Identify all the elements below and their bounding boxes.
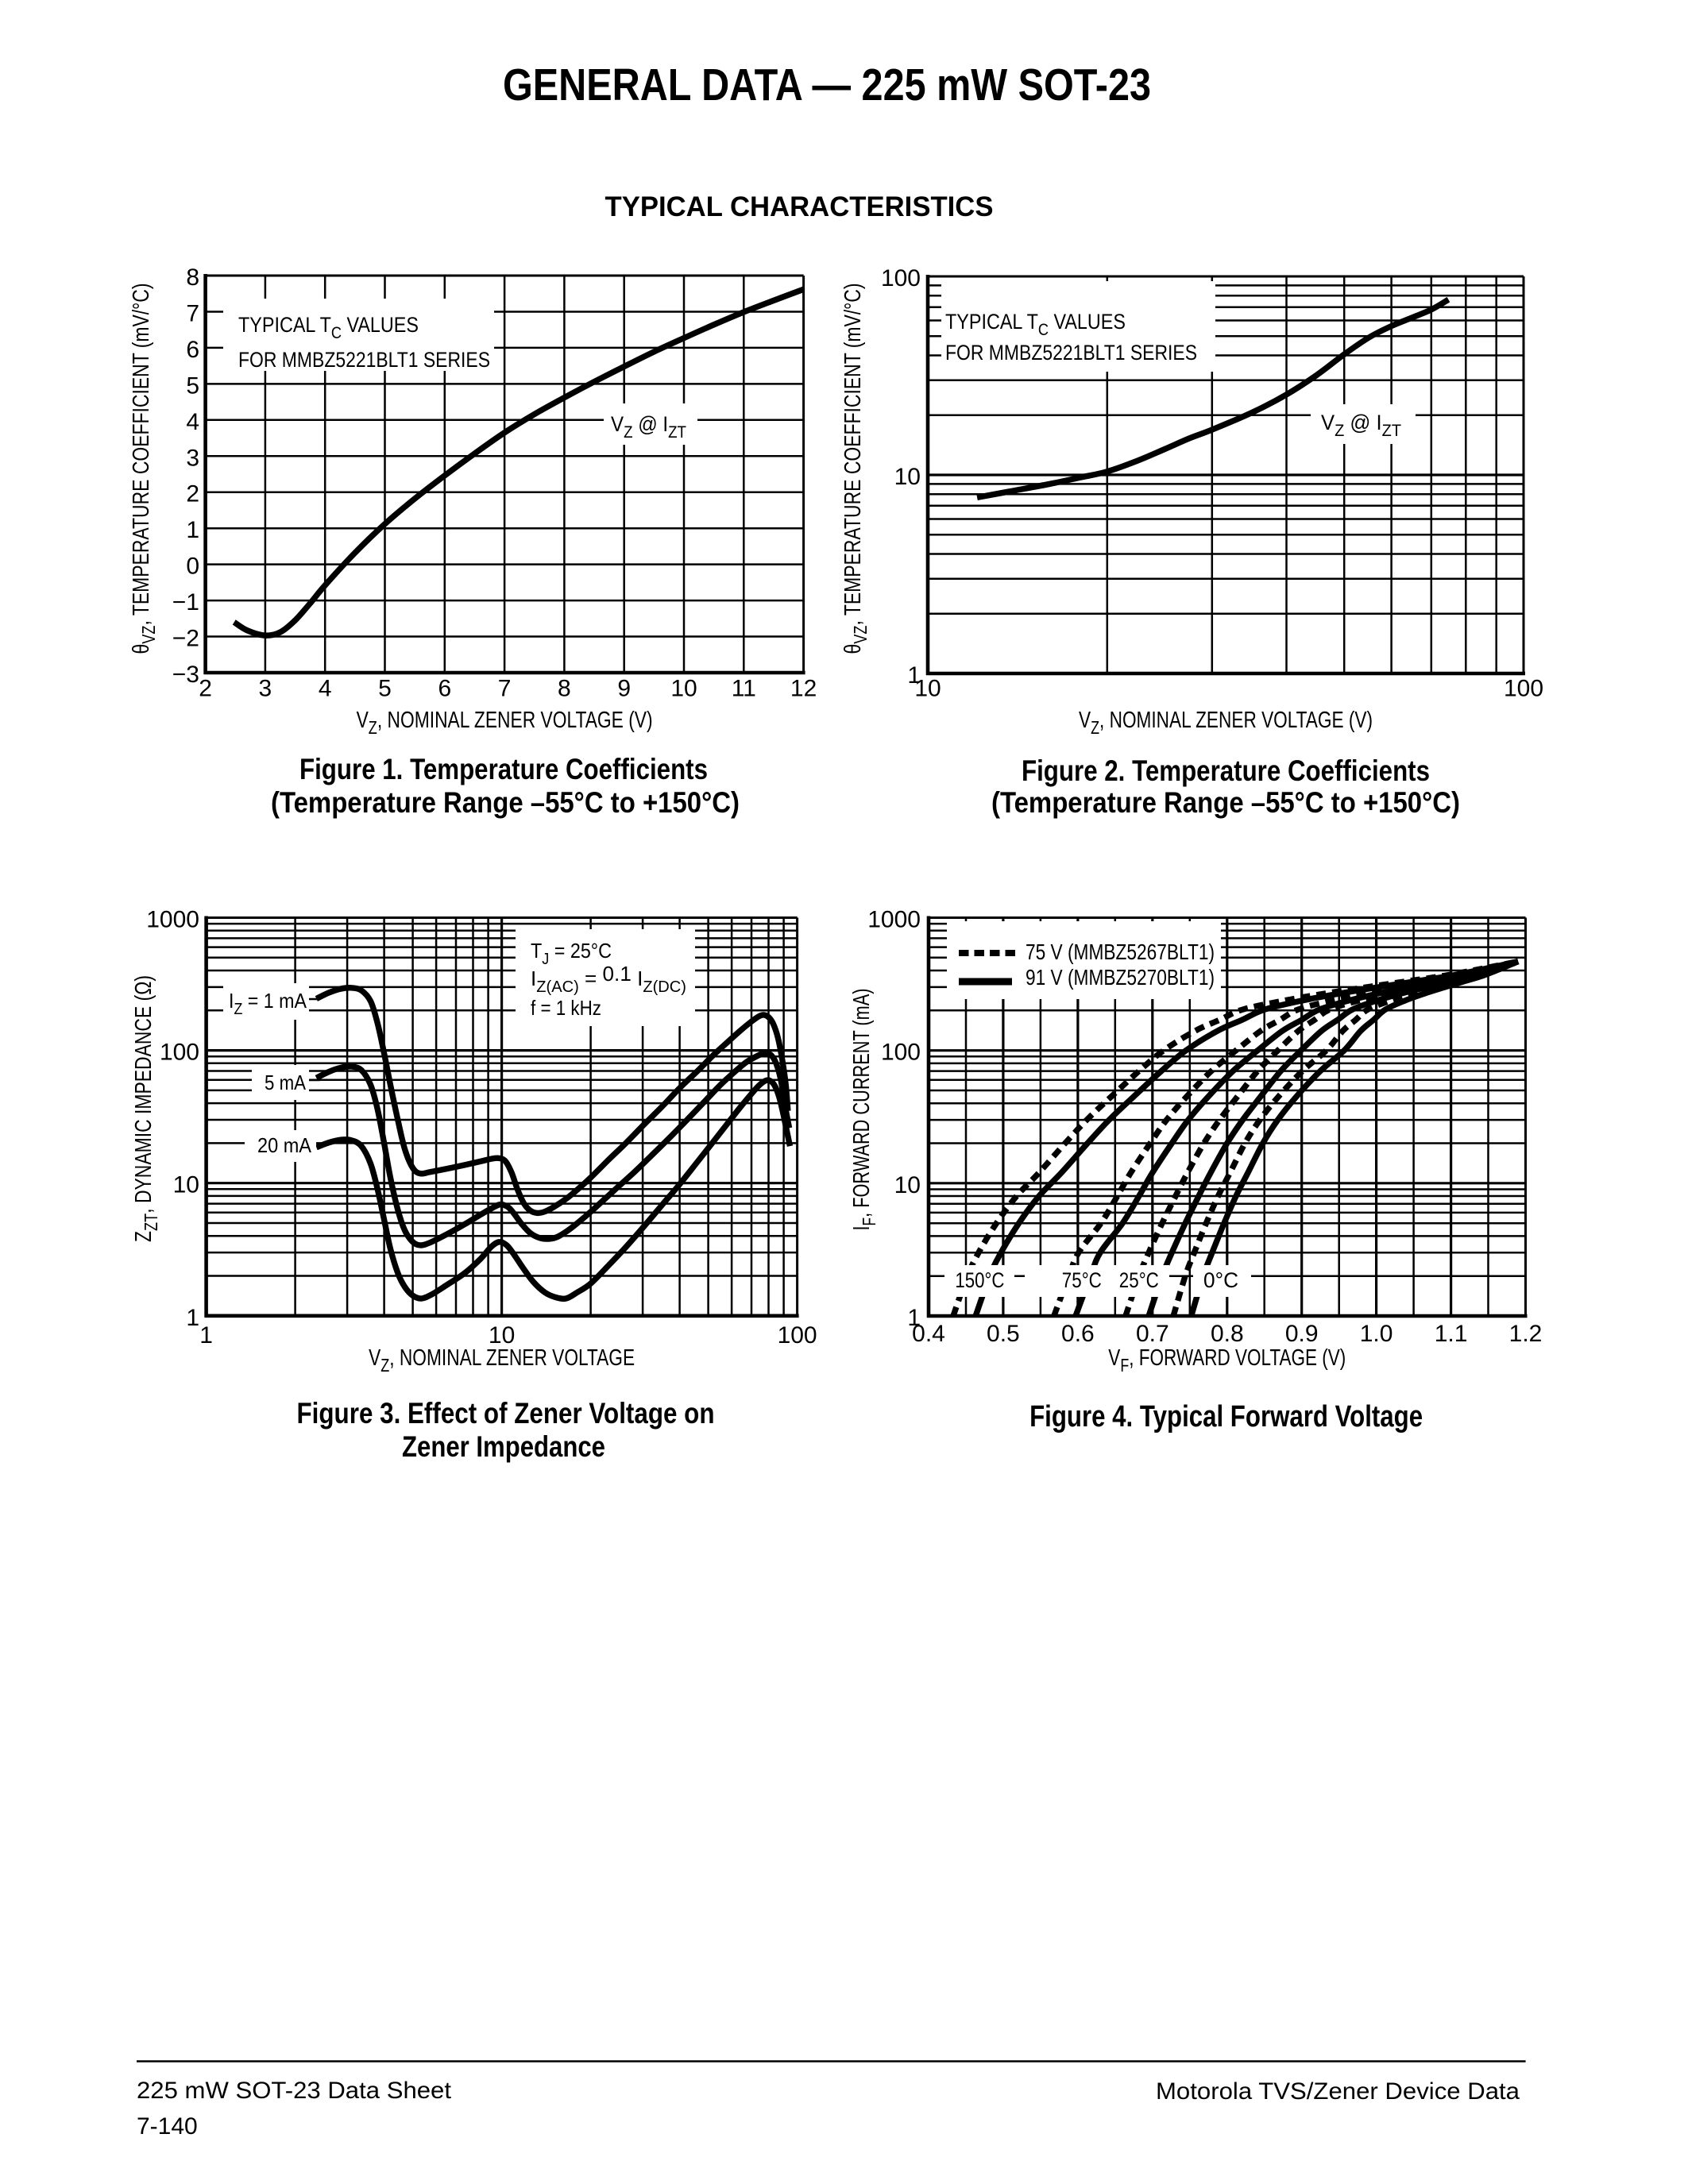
svg-text:Figure 2. Temperature Coeffici: Figure 2. Temperature Coefficients <box>1022 754 1430 787</box>
svg-text:100: 100 <box>881 1040 921 1066</box>
svg-text:75 V (MMBZ5267BLT1): 75 V (MMBZ5267BLT1) <box>1026 940 1215 964</box>
svg-text:VZ​, NOMINAL ZENER VOLTAGE (V): VZ​, NOMINAL ZENER VOLTAGE (V) <box>357 708 653 738</box>
svg-text:100: 100 <box>881 265 921 291</box>
svg-text:9: 9 <box>617 676 631 702</box>
svg-text:4: 4 <box>319 676 332 702</box>
svg-text:−2: −2 <box>172 626 199 652</box>
svg-text:θVZ​, TEMPERATURE COEFFICIENT: θVZ​, TEMPERATURE COEFFICIENT (mV/°C) <box>840 284 871 654</box>
svg-text:100: 100 <box>1504 676 1543 702</box>
svg-text:100: 100 <box>778 1322 817 1349</box>
svg-text:IF​, FORWARD CURRENT (mA): IF​, FORWARD CURRENT (mA) <box>849 989 879 1231</box>
svg-text:−3: −3 <box>172 662 199 688</box>
svg-text:0: 0 <box>186 554 199 580</box>
svg-text:1000: 1000 <box>146 907 199 933</box>
svg-text:10: 10 <box>894 464 921 490</box>
svg-text:f = 1 kHz: f = 1 kHz <box>531 996 601 1020</box>
svg-text:5 mA: 5 mA <box>265 1071 307 1094</box>
svg-text:7-140: 7-140 <box>137 2113 198 2140</box>
svg-text:VZ​, NOMINAL ZENER VOLTAGE: VZ​, NOMINAL ZENER VOLTAGE <box>369 1345 635 1376</box>
svg-text:−1: −1 <box>172 589 199 615</box>
svg-text:7: 7 <box>186 301 199 327</box>
svg-text:10: 10 <box>894 1172 921 1198</box>
svg-text:TYPICAL CHARACTERISTICS: TYPICAL CHARACTERISTICS <box>605 191 994 222</box>
svg-text:(Temperature Range –55°C to +1: (Temperature Range –55°C to +150°C) <box>991 786 1460 819</box>
svg-text:0.5: 0.5 <box>987 1321 1020 1347</box>
svg-text:10: 10 <box>173 1172 199 1198</box>
svg-text:2: 2 <box>186 481 199 507</box>
svg-text:θVZ​, TEMPERATURE COEFFICIENT: θVZ​, TEMPERATURE COEFFICIENT (mV/°C) <box>129 284 159 654</box>
svg-text:8: 8 <box>186 264 199 291</box>
svg-text:7: 7 <box>498 676 512 702</box>
svg-text:FOR MMBZ5221BLT1 SERIES: FOR MMBZ5221BLT1 SERIES <box>238 348 490 372</box>
svg-text:91 V (MMBZ5270BLT1): 91 V (MMBZ5270BLT1) <box>1026 965 1215 990</box>
svg-text:0.8: 0.8 <box>1211 1321 1244 1347</box>
svg-text:75°C: 75°C <box>1062 1268 1102 1292</box>
svg-text:VF​, FORWARD VOLTAGE (V): VF​, FORWARD VOLTAGE (V) <box>1108 1345 1346 1376</box>
svg-text:2: 2 <box>199 676 212 702</box>
svg-text:5: 5 <box>186 372 199 399</box>
svg-text:6: 6 <box>438 676 451 702</box>
svg-text:10: 10 <box>489 1322 515 1349</box>
svg-text:Zener Impedance: Zener Impedance <box>402 1430 605 1463</box>
svg-text:0.4: 0.4 <box>912 1321 945 1347</box>
svg-text:20 mA: 20 mA <box>257 1133 312 1157</box>
svg-text:1.2: 1.2 <box>1509 1321 1543 1347</box>
svg-text:VZ​, NOMINAL ZENER VOLTAGE (V): VZ​, NOMINAL ZENER VOLTAGE (V) <box>1079 708 1373 738</box>
svg-text:4: 4 <box>186 409 199 435</box>
svg-text:150°C: 150°C <box>955 1268 1004 1292</box>
svg-text:10: 10 <box>670 676 697 702</box>
svg-text:8: 8 <box>558 676 571 702</box>
svg-text:ZZT​, DYNAMIC IMPEDANCE (Ω): ZZT​, DYNAMIC IMPEDANCE (Ω) <box>131 975 161 1242</box>
svg-text:3: 3 <box>259 676 272 702</box>
svg-text:FOR MMBZ5221BLT1 SERIES: FOR MMBZ5221BLT1 SERIES <box>945 341 1197 365</box>
svg-text:1: 1 <box>199 1322 213 1349</box>
svg-text:225 mW SOT-23 Data Sheet: 225 mW SOT-23 Data Sheet <box>137 2078 452 2104</box>
svg-text:1.0: 1.0 <box>1360 1321 1393 1347</box>
svg-text:Motorola TVS/Zener Device Data: Motorola TVS/Zener Device Data <box>1156 2078 1520 2105</box>
svg-text:0.9: 0.9 <box>1285 1321 1319 1347</box>
svg-text:1: 1 <box>907 1305 921 1331</box>
svg-text:1: 1 <box>907 662 921 689</box>
svg-text:1: 1 <box>186 517 199 543</box>
svg-text:Figure 3. Effect of Zener Volt: Figure 3. Effect of Zener Voltage on <box>297 1397 715 1430</box>
svg-text:Figure 1. Temperature Coeffici: Figure 1. Temperature Coefficients <box>299 753 708 785</box>
svg-text:0.7: 0.7 <box>1136 1321 1169 1347</box>
svg-text:25°C: 25°C <box>1119 1268 1159 1292</box>
svg-text:(Temperature Range –55°C to +1: (Temperature Range –55°C to +150°C) <box>271 786 740 819</box>
svg-text:Figure 4. Typical Forward Volt: Figure 4. Typical Forward Voltage <box>1029 1400 1423 1433</box>
svg-text:5: 5 <box>378 676 392 702</box>
svg-text:11: 11 <box>732 676 756 702</box>
svg-text:1.1: 1.1 <box>1435 1321 1468 1347</box>
svg-text:10: 10 <box>914 676 941 702</box>
svg-text:0°C: 0°C <box>1203 1268 1238 1292</box>
svg-text:12: 12 <box>790 676 817 702</box>
svg-text:6: 6 <box>186 337 199 363</box>
svg-text:3: 3 <box>186 445 199 471</box>
svg-text:GENERAL DATA — 225 mW SOT-23: GENERAL DATA — 225 mW SOT-23 <box>503 60 1151 110</box>
svg-text:1: 1 <box>186 1305 199 1331</box>
svg-text:1000: 1000 <box>867 907 921 933</box>
svg-text:100: 100 <box>160 1040 199 1066</box>
svg-text:0.6: 0.6 <box>1061 1321 1095 1347</box>
